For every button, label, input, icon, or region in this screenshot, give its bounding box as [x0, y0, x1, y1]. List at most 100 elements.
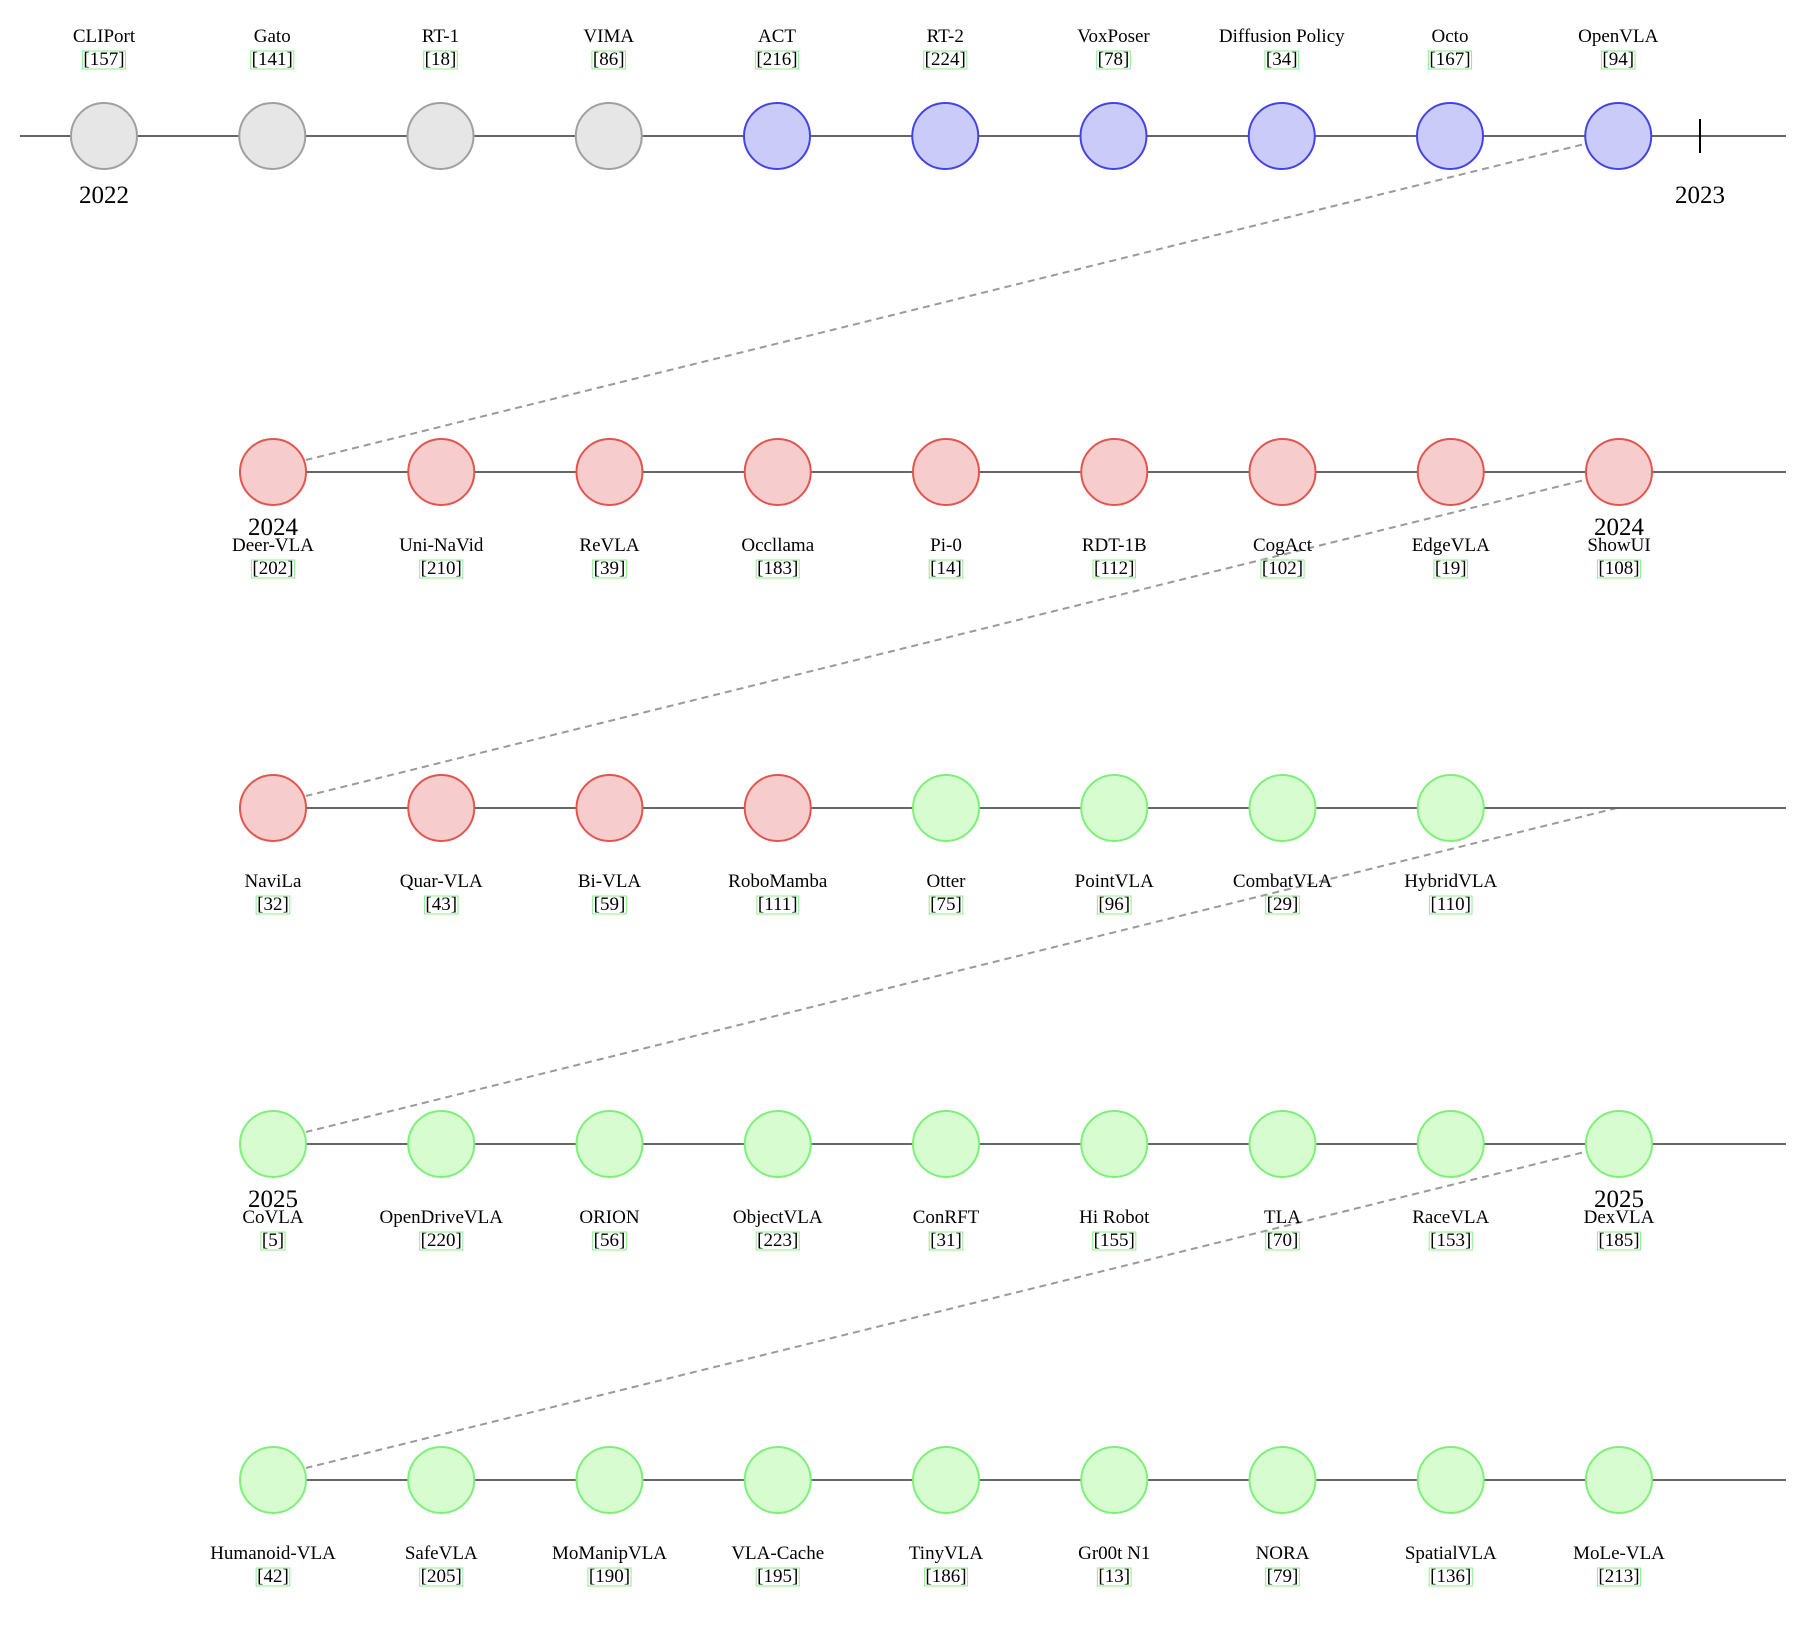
citation-box	[755, 559, 800, 579]
model-citation-label: [102]	[1262, 558, 1303, 579]
model-node-circle	[1248, 438, 1317, 506]
model-name-label: ConRFT	[913, 1207, 980, 1228]
model-node: ReVLA[39]	[575, 438, 644, 579]
model-citation-label: [5]	[262, 1230, 284, 1251]
citation-box	[250, 50, 295, 70]
row-wrap-connector	[305, 135, 1618, 461]
model-citation-label: [108]	[1598, 558, 1639, 579]
model-node-circle	[575, 438, 644, 506]
model-name-label: NORA	[1256, 1543, 1310, 1564]
model-citation-label: [19]	[1435, 558, 1467, 579]
model-node-circle	[407, 774, 476, 842]
model-node: ShowUI[108]	[1585, 438, 1653, 579]
model-citation-label: [96]	[1098, 894, 1130, 915]
model-node-circle	[407, 438, 476, 506]
model-name-label: Bi-VLA	[578, 871, 642, 892]
model-node: RDT-1B[112]	[1080, 438, 1149, 579]
model-node: TLA[70]	[1248, 1110, 1317, 1251]
model-node: MoManipVLA[190]	[552, 1446, 667, 1587]
model-name-label: ObjectVLA	[733, 1207, 823, 1228]
model-citation-label: [59]	[594, 894, 626, 915]
model-node-circle	[912, 438, 980, 506]
citation-box	[1428, 1567, 1473, 1587]
model-node: Octo[167]	[1416, 26, 1484, 170]
citation-box	[1092, 559, 1136, 579]
model-node: Gr00t N1[13]	[1078, 1446, 1150, 1587]
model-citation-label: [210]	[421, 558, 462, 579]
model-node-circle	[1416, 774, 1485, 842]
model-name-label: Octo	[1432, 26, 1469, 47]
citation-box	[255, 1567, 291, 1587]
year-label: 2023	[1675, 182, 1725, 209]
timeline-rows: CLIPort[157] Gato[141] RT-1[18] VIMA[86] ACT…	[20, 26, 1786, 1587]
model-name-label: HybridVLA	[1404, 871, 1497, 892]
model-citation-label: [186]	[925, 1566, 966, 1587]
citation-box	[928, 559, 964, 579]
citation-box	[250, 559, 296, 579]
row-connectors	[305, 135, 1618, 1469]
model-name-label: TLA	[1264, 1207, 1301, 1228]
model-node: RT-1[18]	[406, 26, 475, 170]
model-name-label: CLIPort	[73, 26, 136, 47]
model-name-label: PointVLA	[1075, 871, 1154, 892]
citation-box	[923, 1567, 969, 1587]
model-citation-label: [223]	[757, 1230, 798, 1251]
citation-box	[587, 1567, 632, 1587]
citation-box	[260, 1231, 286, 1251]
model-node-circle	[912, 1446, 980, 1514]
model-citation-label: [153]	[1430, 1230, 1471, 1251]
model-citation-label: [42]	[257, 1566, 289, 1587]
model-citation-label: [112]	[1094, 558, 1134, 579]
citation-box	[591, 50, 627, 70]
model-name-label: ShowUI	[1587, 535, 1650, 556]
citation-box	[1265, 1231, 1300, 1251]
model-citation-label: [183]	[757, 558, 798, 579]
citation-box	[1265, 1567, 1300, 1587]
citation-box	[1428, 1231, 1473, 1251]
citation-box	[592, 1231, 627, 1251]
citation-box	[419, 559, 464, 579]
model-citation-label: [195]	[757, 1566, 798, 1587]
model-node-circle	[1248, 1446, 1317, 1514]
model-node: TinyVLA[186]	[909, 1446, 983, 1587]
year-label: 2025	[1594, 1186, 1644, 1213]
model-name-label: SpatialVLA	[1405, 1543, 1497, 1564]
model-node: ORION[56]	[575, 1110, 644, 1251]
model-node: Humanoid-VLA[42]	[210, 1446, 336, 1587]
model-node: Deer-VLA[202]	[232, 438, 314, 579]
model-node: CogAct[102]	[1248, 438, 1317, 579]
citation-box	[1265, 895, 1300, 915]
model-node-circle	[1584, 102, 1653, 170]
model-node: EdgeVLA[19]	[1412, 438, 1490, 579]
model-node: Otter[75]	[912, 774, 980, 915]
model-node: Uni-NaVid[210]	[399, 438, 484, 579]
citation-box	[1596, 1567, 1642, 1587]
citation-box	[1260, 559, 1305, 579]
model-node: Occllama[183]	[741, 438, 815, 579]
model-citation-label: [34]	[1266, 49, 1298, 70]
model-node-circle	[239, 1110, 307, 1178]
model-node-circle	[1416, 1110, 1485, 1178]
model-name-label: Uni-NaVid	[399, 535, 484, 556]
model-node-circle	[743, 1110, 812, 1178]
model-citation-label: [78]	[1098, 49, 1130, 70]
model-name-label: MoManipVLA	[552, 1543, 667, 1564]
model-node: ObjectVLA[223]	[733, 1110, 823, 1251]
model-citation-label: [213]	[1598, 1566, 1639, 1587]
timeline-row-5: Humanoid-VLA[42]SafeVLA[205]MoManipVLA[1…	[210, 1446, 1786, 1587]
model-node: HybridVLA[110]	[1404, 774, 1497, 915]
model-citation-label: [75]	[930, 894, 962, 915]
model-name-label: Humanoid-VLA	[210, 1543, 336, 1564]
model-node: Quar-VLA[43]	[400, 774, 483, 915]
model-node-circle	[239, 438, 307, 506]
model-name-label: Deer-VLA	[232, 535, 314, 556]
timeline-row-3: NaviLa[32] Quar-VLA[43] Bi-VLA[59] RoboMamb…	[239, 774, 1786, 915]
model-citation-label: [29]	[1267, 894, 1299, 915]
citation-box	[592, 895, 627, 915]
model-node-circle	[1080, 438, 1149, 506]
model-node-circle	[239, 1446, 307, 1514]
model-node: RT-2[224]	[911, 26, 980, 170]
year-label: 2024	[248, 514, 299, 541]
timeline-row-4: CoVLA[5] OpenDriveVLA[220] ORION[56] Object…	[239, 1110, 1786, 1251]
model-name-label: Otter	[926, 871, 966, 892]
